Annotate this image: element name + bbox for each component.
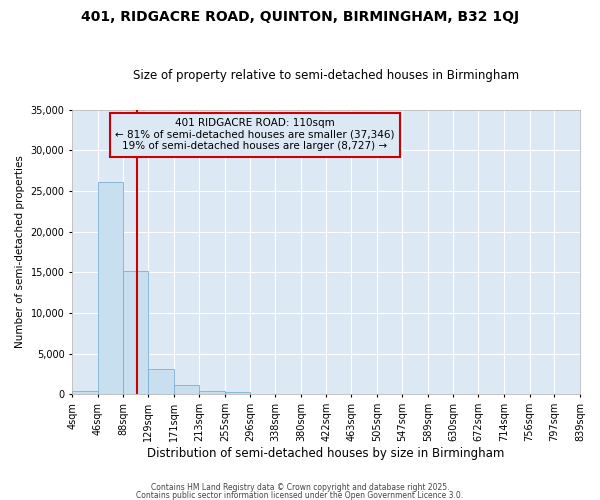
Bar: [123, 272, 148, 394]
Bar: [148, 369, 174, 394]
Text: Contains HM Land Registry data © Crown copyright and database right 2025.: Contains HM Land Registry data © Crown c…: [151, 484, 449, 492]
Text: Contains public sector information licensed under the Open Government Licence 3.: Contains public sector information licen…: [136, 490, 464, 500]
Text: 401 RIDGACRE ROAD: 110sqm
← 81% of semi-detached houses are smaller (37,346)
19%: 401 RIDGACRE ROAD: 110sqm ← 81% of semi-…: [115, 118, 395, 152]
Y-axis label: Number of semi-detached properties: Number of semi-detached properties: [15, 156, 25, 348]
Bar: [225, 392, 250, 394]
Bar: [98, 182, 123, 394]
X-axis label: Distribution of semi-detached houses by size in Birmingham: Distribution of semi-detached houses by …: [148, 447, 505, 460]
Title: Size of property relative to semi-detached houses in Birmingham: Size of property relative to semi-detach…: [133, 69, 519, 82]
Bar: [72, 391, 98, 394]
Bar: [174, 386, 199, 394]
Bar: [199, 390, 225, 394]
Text: 401, RIDGACRE ROAD, QUINTON, BIRMINGHAM, B32 1QJ: 401, RIDGACRE ROAD, QUINTON, BIRMINGHAM,…: [81, 10, 519, 24]
